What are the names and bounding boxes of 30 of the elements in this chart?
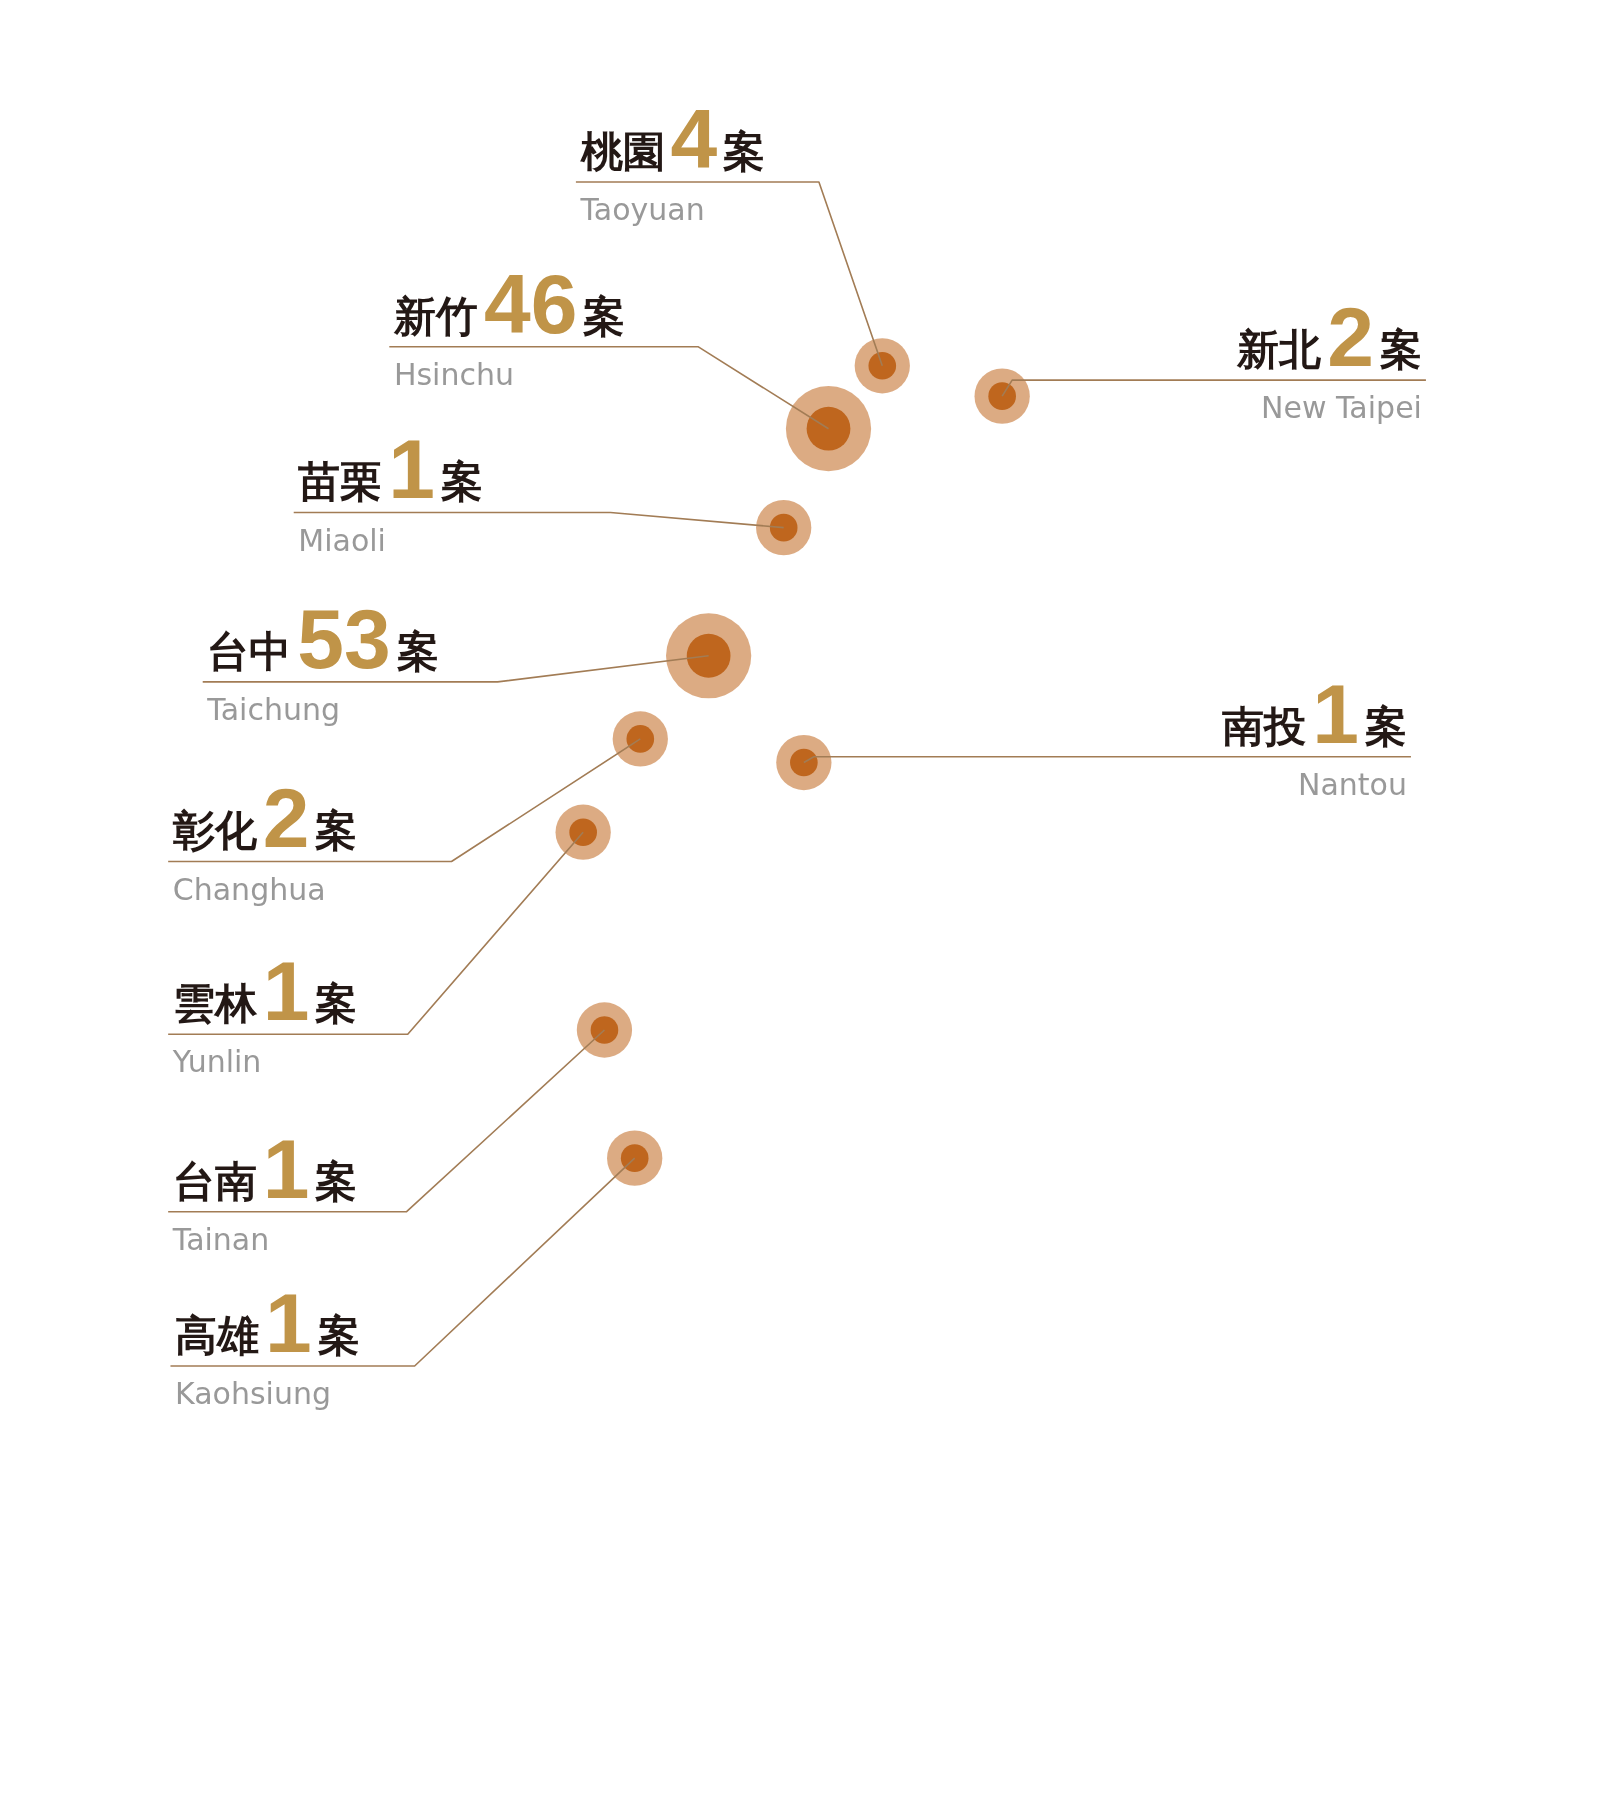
category-label: 雲林 bbox=[172, 979, 258, 1029]
data-label: 1案 bbox=[262, 1121, 358, 1216]
category-label: 新竹 bbox=[392, 291, 478, 341]
category-label: 桃園 bbox=[579, 126, 665, 176]
category-label: 新北 bbox=[1236, 324, 1322, 374]
data-label: 4案 bbox=[670, 91, 766, 186]
text: Tainan bbox=[171, 1221, 270, 1257]
text: Hsinchu bbox=[393, 356, 514, 392]
category-label: 台南 bbox=[172, 1156, 257, 1206]
data-label: 1案 bbox=[1312, 666, 1407, 761]
data-label: 1案 bbox=[388, 422, 484, 517]
data-label: 53案 bbox=[297, 591, 439, 686]
category-label: 高雄 bbox=[175, 1310, 260, 1360]
data-label: 2案 bbox=[1327, 289, 1422, 384]
data-label: 2案 bbox=[262, 771, 358, 866]
data-label: 1案 bbox=[262, 944, 358, 1039]
text: Kaohsiung bbox=[175, 1376, 332, 1412]
text: New Taipei bbox=[1261, 390, 1422, 426]
text: Nantou bbox=[1297, 766, 1407, 802]
text: Miaoli bbox=[298, 522, 386, 558]
text: Yunlin bbox=[171, 1044, 262, 1080]
text: Changhua bbox=[172, 871, 326, 907]
category-label: 台中 bbox=[207, 626, 292, 676]
category-label: 彰化 bbox=[171, 806, 258, 856]
data-label: 46案 bbox=[483, 256, 626, 351]
text: Taoyuan bbox=[579, 191, 705, 227]
category-label: 南投 bbox=[1222, 701, 1307, 751]
category-label: 苗栗 bbox=[297, 457, 383, 507]
data-label: 1案 bbox=[265, 1275, 360, 1370]
text: Taichung bbox=[206, 691, 340, 727]
